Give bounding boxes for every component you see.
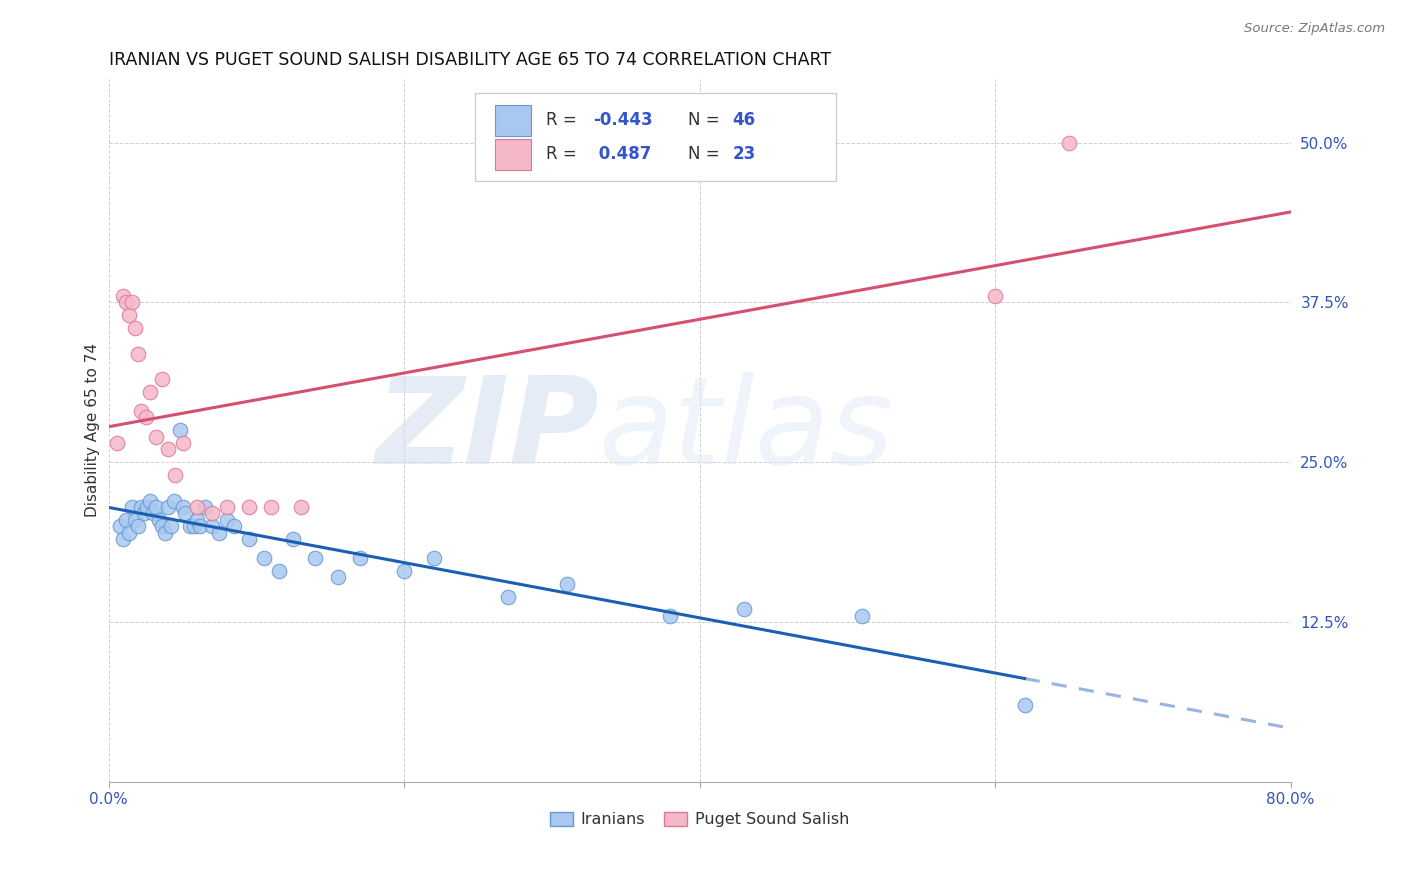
Point bbox=[118, 308, 141, 322]
Point bbox=[159, 519, 181, 533]
Point bbox=[183, 519, 205, 533]
Point bbox=[129, 500, 152, 514]
Point bbox=[174, 507, 197, 521]
Point bbox=[188, 519, 211, 533]
Text: N =: N = bbox=[688, 145, 724, 163]
Point bbox=[121, 295, 143, 310]
Text: ZIP: ZIP bbox=[375, 372, 599, 489]
Point bbox=[150, 519, 173, 533]
Point bbox=[253, 551, 276, 566]
Text: R =: R = bbox=[546, 145, 582, 163]
Point bbox=[156, 500, 179, 514]
Point bbox=[224, 519, 246, 533]
Text: 23: 23 bbox=[733, 145, 756, 163]
Text: -0.443: -0.443 bbox=[593, 112, 652, 129]
Point bbox=[145, 500, 167, 514]
Point bbox=[1057, 136, 1080, 150]
Point bbox=[304, 551, 326, 566]
Text: atlas: atlas bbox=[599, 372, 894, 489]
Point bbox=[208, 525, 231, 540]
Point bbox=[851, 608, 873, 623]
FancyBboxPatch shape bbox=[495, 138, 530, 170]
Point bbox=[148, 513, 170, 527]
Point bbox=[139, 384, 162, 399]
Point bbox=[150, 372, 173, 386]
Point bbox=[127, 346, 149, 360]
Point bbox=[112, 289, 135, 303]
Point bbox=[169, 423, 191, 437]
FancyBboxPatch shape bbox=[475, 93, 835, 180]
Point bbox=[1014, 698, 1036, 713]
Text: IRANIAN VS PUGET SOUND SALISH DISABILITY AGE 65 TO 74 CORRELATION CHART: IRANIAN VS PUGET SOUND SALISH DISABILITY… bbox=[108, 51, 831, 69]
Point bbox=[135, 410, 157, 425]
Point bbox=[496, 590, 519, 604]
Point bbox=[115, 295, 138, 310]
Point bbox=[115, 513, 138, 527]
Point bbox=[129, 404, 152, 418]
Point bbox=[392, 564, 415, 578]
Text: N =: N = bbox=[688, 112, 724, 129]
Point bbox=[156, 442, 179, 457]
Text: 0.487: 0.487 bbox=[593, 145, 651, 163]
Point bbox=[139, 493, 162, 508]
Point bbox=[112, 532, 135, 546]
Point bbox=[186, 513, 208, 527]
Point bbox=[238, 500, 260, 514]
Point bbox=[179, 519, 201, 533]
Point bbox=[260, 500, 283, 514]
Point bbox=[124, 513, 146, 527]
Point bbox=[283, 532, 305, 546]
Point bbox=[194, 500, 217, 514]
Point bbox=[733, 602, 755, 616]
FancyBboxPatch shape bbox=[495, 104, 530, 136]
Point bbox=[201, 519, 224, 533]
Point bbox=[110, 519, 132, 533]
Point bbox=[215, 513, 238, 527]
Point bbox=[153, 525, 176, 540]
Point bbox=[172, 436, 194, 450]
Point bbox=[984, 289, 1007, 303]
Point bbox=[145, 430, 167, 444]
Point bbox=[118, 525, 141, 540]
Point bbox=[142, 507, 165, 521]
Point bbox=[165, 468, 187, 483]
Point bbox=[132, 507, 155, 521]
Text: R =: R = bbox=[546, 112, 582, 129]
Point bbox=[267, 564, 290, 578]
Point bbox=[201, 507, 224, 521]
Point bbox=[422, 551, 444, 566]
Point bbox=[127, 519, 149, 533]
Point bbox=[238, 532, 260, 546]
Point bbox=[136, 500, 159, 514]
Y-axis label: Disability Age 65 to 74: Disability Age 65 to 74 bbox=[86, 343, 100, 517]
Point bbox=[186, 500, 208, 514]
Text: Source: ZipAtlas.com: Source: ZipAtlas.com bbox=[1244, 22, 1385, 36]
Point bbox=[215, 500, 238, 514]
Point bbox=[555, 576, 578, 591]
Legend: Iranians, Puget Sound Salish: Iranians, Puget Sound Salish bbox=[544, 805, 855, 834]
Point bbox=[121, 500, 143, 514]
Point bbox=[349, 551, 371, 566]
Point bbox=[163, 493, 186, 508]
Point bbox=[107, 436, 129, 450]
Point bbox=[326, 570, 349, 584]
Point bbox=[172, 500, 194, 514]
Point bbox=[124, 321, 146, 335]
Point bbox=[659, 608, 682, 623]
Text: 46: 46 bbox=[733, 112, 756, 129]
Point bbox=[290, 500, 312, 514]
